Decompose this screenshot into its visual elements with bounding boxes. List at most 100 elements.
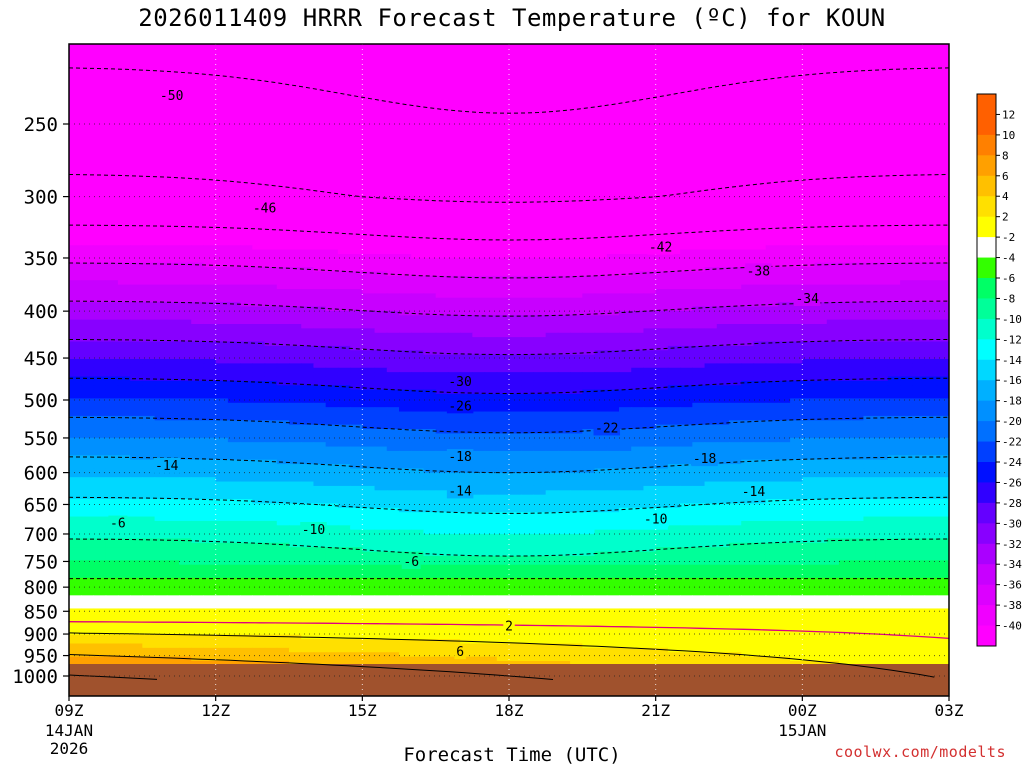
colorbar-label: -24	[1002, 456, 1022, 469]
colorbar-swatch	[977, 175, 996, 197]
contour-label: -46	[253, 201, 276, 216]
colorbar-label: -26	[1002, 476, 1022, 489]
contour-label-bg	[446, 398, 474, 414]
colorbar-swatch	[977, 94, 996, 115]
contour-label-bg	[446, 374, 474, 390]
contour-label-bg	[740, 484, 767, 500]
colorbar-swatch	[977, 134, 996, 156]
contour-label: -14	[155, 459, 179, 474]
credit-link[interactable]: coolwx.com/modelts	[834, 743, 1006, 761]
colorbar-label: 4	[1002, 190, 1009, 203]
grid-lines	[69, 44, 949, 696]
colorbar-label: -14	[1002, 354, 1022, 367]
contour-label: -6	[110, 517, 126, 532]
contour-label-bg	[642, 511, 669, 527]
contour-label: -22	[595, 421, 618, 436]
y-tick-label: 550	[24, 428, 58, 450]
colorbar-label: 12	[1002, 108, 1015, 121]
colorbar-label: -34	[1002, 558, 1022, 571]
colorbar-swatch	[977, 339, 996, 361]
contour-label: -42	[649, 241, 672, 256]
colorbar-label: -22	[1002, 436, 1022, 449]
colorbar-swatch	[977, 502, 996, 524]
contour-label-bg	[593, 420, 621, 436]
x-tick-label: 18Z	[495, 701, 524, 720]
y-tick-label: 900	[24, 624, 58, 646]
x-tick-label: 12Z	[201, 701, 230, 720]
x-tick-sublabel: 15JAN	[778, 721, 826, 740]
y-tick-label: 250	[24, 114, 58, 136]
colorbar-swatch	[977, 421, 996, 443]
colorbar-label: 6	[1002, 170, 1009, 183]
y-tick-label: 350	[24, 248, 58, 270]
contour-label-bg	[647, 239, 674, 255]
colorbar-swatch	[977, 482, 996, 504]
colorbar-frame	[976, 93, 997, 647]
colorbar: -40-38-36-34-32-30-28-26-24-22-20-18-16-…	[976, 93, 1022, 647]
contour-label-bg	[503, 618, 515, 634]
x-tick-label: 15Z	[348, 701, 377, 720]
y-tick-label: 850	[24, 601, 58, 623]
colorbar-swatch	[977, 543, 996, 565]
contour-label-bg	[300, 521, 327, 537]
colorbar-label: -4	[1002, 252, 1016, 265]
contour-label: -50	[160, 89, 183, 104]
contour-label: -14	[448, 484, 472, 499]
colorbar-swatch	[977, 298, 996, 320]
temperature-fill-bands	[69, 44, 949, 696]
isotherm-line	[69, 67, 949, 114]
y-tick-label: 750	[24, 551, 58, 573]
isotherm-line	[69, 654, 554, 680]
colorbar-label: -20	[1002, 415, 1022, 428]
contour-label: -14	[742, 485, 766, 500]
y-tick-label: 650	[24, 494, 58, 516]
colorbar-label: -8	[1002, 292, 1015, 305]
y-tick-label: 700	[24, 524, 58, 546]
colorbar-swatch	[977, 584, 996, 606]
contour-label-bg	[446, 449, 474, 465]
x-tick-label: 09Z	[55, 701, 84, 720]
colorbar-label: -30	[1002, 517, 1022, 530]
contour-label: -34	[795, 292, 819, 307]
colorbar-swatch	[977, 216, 996, 238]
colorbar-label: -2	[1002, 231, 1015, 244]
contour-label-bg	[446, 483, 474, 499]
colorbar-label: -12	[1002, 333, 1022, 346]
colorbar-swatch	[977, 257, 996, 279]
contour-label-bg	[108, 515, 128, 531]
x-tick-sublabel: 14JAN	[45, 721, 93, 740]
contour-label: -6	[403, 555, 419, 570]
colorbar-label: -32	[1002, 538, 1022, 551]
contour-labels: -50 -46 -42 -38 -34 -30 -26 -22 -18 -18 -14 -14 -14 -…	[108, 87, 821, 660]
contour-label-bg	[793, 291, 821, 307]
contour-label: -10	[302, 523, 325, 538]
x-axis-title: Forecast Time (UTC)	[403, 744, 621, 766]
y-tick-label: 800	[24, 577, 58, 599]
x-tick-sublabel: 2026	[50, 739, 89, 758]
colorbar-label: -16	[1002, 374, 1022, 387]
y-tick-label: 450	[24, 348, 58, 370]
contour-label: -38	[747, 264, 770, 279]
contour-label-bg	[401, 553, 421, 569]
colorbar-swatch	[977, 196, 996, 218]
colorbar-swatch	[977, 523, 996, 545]
colorbar-swatch	[977, 564, 996, 586]
colorbar-swatch	[977, 380, 996, 402]
colorbar-label: 2	[1002, 211, 1009, 224]
colorbar-label: 8	[1002, 149, 1009, 162]
contour-label: -10	[644, 512, 667, 527]
y-tick-label: 600	[24, 463, 58, 485]
contour-label-bg	[153, 457, 181, 473]
contour-label: 2	[505, 619, 513, 634]
y-tick-label: 950	[24, 646, 58, 668]
y-tick-label: 400	[24, 301, 58, 323]
colorbar-swatch	[977, 237, 996, 259]
isotherm-line	[69, 174, 949, 203]
colorbar-swatch	[977, 114, 996, 136]
x-tick-label: 03Z	[935, 701, 964, 720]
contour-label: -30	[448, 375, 471, 390]
chart-title: 2026011409 HRRR Forecast Temperature (ºC…	[138, 4, 886, 32]
colorbar-label: -10	[1002, 313, 1022, 326]
